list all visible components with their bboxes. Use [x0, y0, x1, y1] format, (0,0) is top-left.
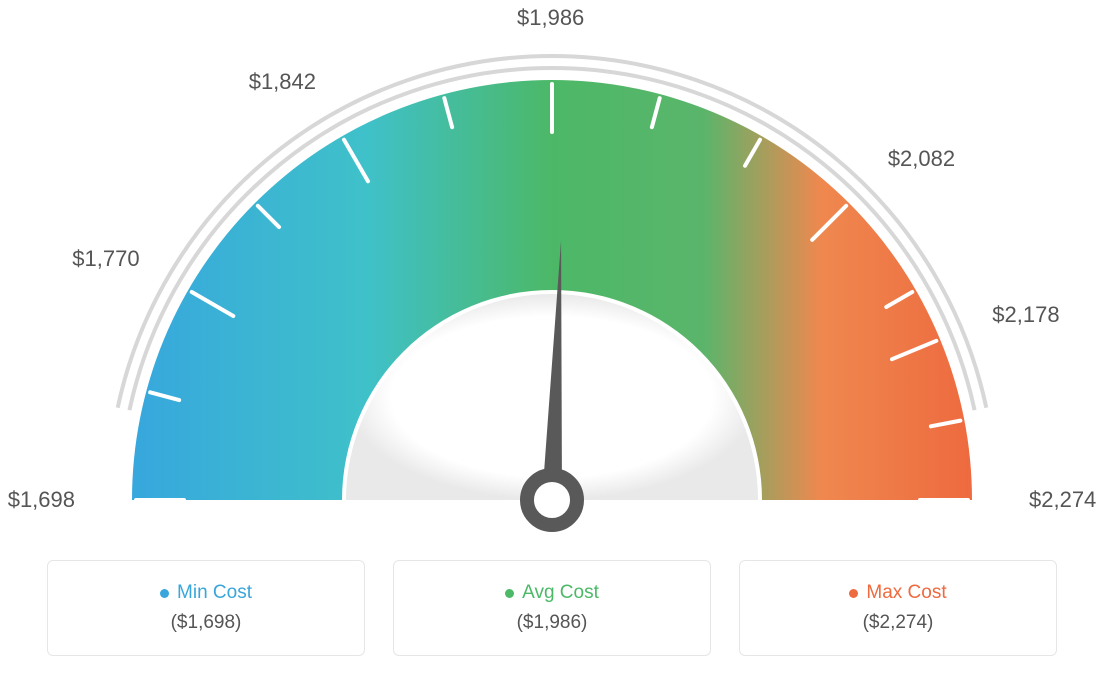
- dot-icon: [160, 589, 169, 598]
- max-cost-label: Max Cost: [866, 582, 946, 604]
- gauge-tick-label: $2,274: [1029, 487, 1096, 513]
- dot-icon: [505, 589, 514, 598]
- max-cost-value: ($2,274): [863, 612, 934, 634]
- gauge-tick-label: $1,986: [517, 5, 584, 31]
- avg-cost-header: Avg Cost: [505, 582, 599, 604]
- gauge-tick-label: $2,082: [888, 146, 955, 172]
- gauge-tick-label: $1,698: [0, 487, 75, 513]
- min-cost-value: ($1,698): [171, 612, 242, 634]
- summary-cards: Min Cost ($1,698) Avg Cost ($1,986) Max …: [47, 560, 1057, 656]
- avg-cost-label: Avg Cost: [522, 582, 599, 604]
- gauge-tick-label: $1,842: [236, 69, 316, 95]
- min-cost-card: Min Cost ($1,698): [47, 560, 365, 656]
- gauge-tick-label: $1,770: [60, 246, 140, 272]
- min-cost-label: Min Cost: [177, 582, 252, 604]
- avg-cost-card: Avg Cost ($1,986): [393, 560, 711, 656]
- min-cost-header: Min Cost: [160, 582, 252, 604]
- dot-icon: [849, 589, 858, 598]
- gauge-chart: $1,698 $1,770 $1,842 $1,986 $2,082 $2,178 $2,2…: [0, 0, 1104, 540]
- avg-cost-value: ($1,986): [517, 612, 588, 634]
- gauge-tick-label: $2,178: [992, 302, 1059, 328]
- max-cost-header: Max Cost: [849, 582, 946, 604]
- max-cost-card: Max Cost ($2,274): [739, 560, 1057, 656]
- gauge-svg: [0, 20, 1104, 560]
